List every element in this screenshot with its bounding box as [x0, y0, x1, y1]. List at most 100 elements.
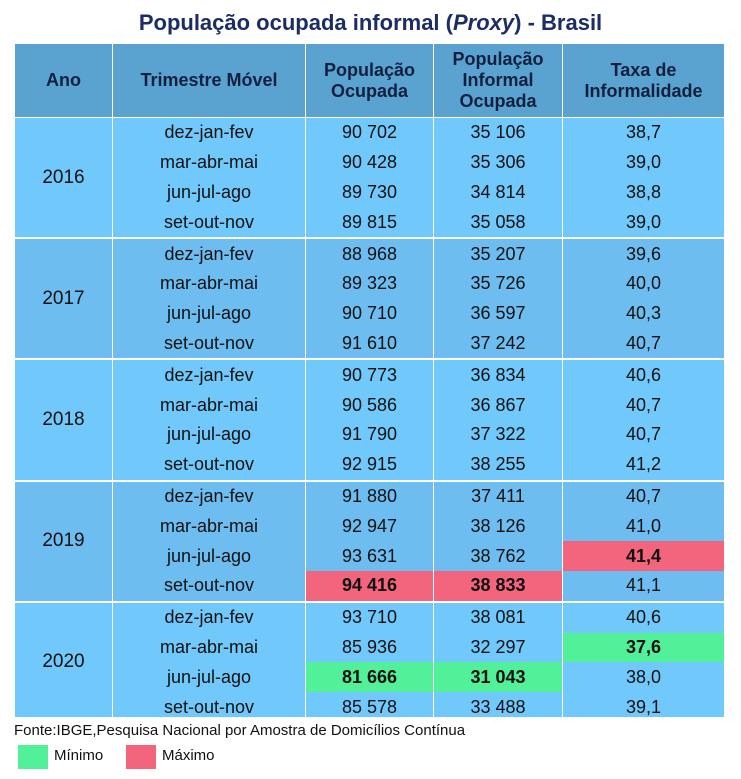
trimestre-cell: jun-jul-ago — [112, 419, 306, 450]
table-row: jun-jul-ago 89 730 34 814 38,8 — [15, 177, 725, 208]
taxa-cell: 40,6 — [562, 358, 725, 391]
table-row: 2016 dez-jan-fev 90 702 35 106 38,7 — [14, 117, 725, 239]
trimestre-cell: dez-jan-fev — [112, 237, 306, 269]
trimestre-cell: dez-jan-fev — [112, 358, 306, 391]
table-row: jun-jul-ago 90 710 36 597 40,3 — [15, 298, 725, 329]
taxa-cell: 40,7 — [562, 390, 725, 420]
ocupada-cell: 93 710 — [305, 600, 434, 633]
table-row: 2019 dez-jan-fev 91 880 37 411 40,7 — [14, 479, 725, 602]
informal-cell: 38 833 — [433, 570, 563, 602]
table-body: 2016 dez-jan-fev 90 702 35 106 38,7 mar-abr-m… — [14, 117, 725, 722]
title-italic: Proxy — [452, 10, 515, 35]
table-title: População ocupada informal (Proxy) - Bra… — [0, 8, 741, 38]
informal-cell: 36 834 — [433, 358, 563, 391]
taxa-cell: 40,0 — [562, 268, 725, 299]
informal-cell: 31 043 — [433, 662, 563, 693]
ocupada-cell: 92 947 — [305, 511, 434, 542]
table-row: mar-abr-mai 92 947 38 126 41,0 — [15, 511, 725, 542]
ocupada-cell: 89 815 — [305, 207, 434, 239]
trimestre-cell: dez-jan-fev — [112, 117, 306, 148]
informal-cell: 36 867 — [433, 390, 563, 420]
ocupada-cell: 90 428 — [305, 147, 434, 178]
table-row: set-out-nov 91 610 37 242 40,7 — [15, 328, 725, 360]
trimestre-cell: jun-jul-ago — [112, 541, 306, 571]
trimestre-cell: dez-jan-fev — [112, 479, 306, 512]
taxa-cell: 40,7 — [562, 479, 725, 512]
trimestre-cell: set-out-nov — [112, 328, 306, 360]
taxa-cell: 37,6 — [562, 632, 725, 663]
header-pop-ocupada: População Ocupada — [305, 43, 434, 118]
informal-cell: 37 242 — [433, 328, 563, 360]
table-row: set-out-nov 94 416 38 833 41,1 — [15, 570, 725, 602]
legend-min-label: Mínimo — [54, 747, 104, 764]
ocupada-cell: 92 915 — [305, 449, 434, 481]
taxa-cell: 38,8 — [562, 177, 725, 208]
source-note: Fonte:IBGE,Pesquisa Nacional por Amostra… — [14, 722, 466, 739]
table-row: 2020 dez-jan-fev 93 710 38 081 40,6 — [14, 600, 725, 722]
informal-cell: 36 597 — [433, 298, 563, 329]
taxa-cell: 41,2 — [562, 449, 725, 481]
trimestre-cell: set-out-nov — [112, 692, 306, 722]
informal-cell: 35 106 — [433, 117, 563, 148]
trimestre-cell: set-out-nov — [112, 570, 306, 602]
table-row: mar-abr-mai 85 936 32 297 37,6 — [15, 632, 725, 663]
trimestre-cell: mar-abr-mai — [112, 511, 306, 542]
table-row: set-out-nov 85 578 33 488 39,1 — [15, 692, 725, 722]
ocupada-cell: 94 416 — [305, 570, 434, 602]
informality-table: Ano Trimestre Móvel População Ocupada Po… — [14, 43, 725, 722]
trimestre-cell: mar-abr-mai — [112, 268, 306, 299]
ocupada-cell: 90 710 — [305, 298, 434, 329]
ocupada-cell: 81 666 — [305, 662, 434, 693]
taxa-cell: 39,1 — [562, 692, 725, 722]
table-row: jun-jul-ago 93 631 38 762 41,4 — [15, 541, 725, 571]
trimestre-cell: mar-abr-mai — [112, 390, 306, 420]
taxa-cell: 38,7 — [562, 117, 725, 148]
header-taxa: Taxa de Informalidade — [562, 43, 725, 118]
trimestre-cell: jun-jul-ago — [112, 662, 306, 693]
informal-cell: 38 762 — [433, 541, 563, 571]
header-trimestre: Trimestre Móvel — [112, 43, 306, 118]
informal-cell: 33 488 — [433, 692, 563, 722]
informal-cell: 37 322 — [433, 419, 563, 450]
taxa-cell: 39,6 — [562, 237, 725, 269]
ocupada-cell: 91 880 — [305, 479, 434, 512]
trimestre-cell: mar-abr-mai — [112, 632, 306, 663]
table-row: jun-jul-ago 81 666 31 043 38,0 — [15, 662, 725, 693]
taxa-cell: 41,0 — [562, 511, 725, 542]
informal-cell: 38 081 — [433, 600, 563, 633]
table-row: 2017 dez-jan-fev 88 968 35 207 39,6 — [14, 237, 725, 360]
year-cell: 2019 — [14, 479, 113, 602]
table-row: mar-abr-mai 90 428 35 306 39,0 — [15, 147, 725, 178]
ocupada-cell: 85 936 — [305, 632, 434, 663]
trimestre-cell: jun-jul-ago — [112, 177, 306, 208]
informal-cell: 32 297 — [433, 632, 563, 663]
informal-cell: 34 814 — [433, 177, 563, 208]
ocupada-cell: 93 631 — [305, 541, 434, 571]
trimestre-cell: dez-jan-fev — [112, 600, 306, 633]
ocupada-cell: 85 578 — [305, 692, 434, 722]
year-cell: 2017 — [14, 237, 113, 360]
taxa-cell: 39,0 — [562, 207, 725, 239]
informal-cell: 38 126 — [433, 511, 563, 542]
table-row: jun-jul-ago 91 790 37 322 40,7 — [15, 419, 725, 450]
title-prefix: População ocupada informal ( — [138, 10, 453, 35]
header-pop-informal: População Informal Ocupada — [433, 43, 563, 118]
ocupada-cell: 91 790 — [305, 419, 434, 450]
ocupada-cell: 90 702 — [305, 117, 434, 148]
ocupada-cell: 90 586 — [305, 390, 434, 420]
informal-cell: 35 726 — [433, 268, 563, 299]
table-row: 2018 dez-jan-fev 90 773 36 834 40,6 — [14, 358, 725, 481]
ocupada-cell: 91 610 — [305, 328, 434, 360]
header-row: Ano Trimestre Móvel População Ocupada Po… — [14, 43, 725, 118]
ocupada-cell: 90 773 — [305, 358, 434, 391]
year-cell: 2016 — [14, 117, 113, 239]
taxa-cell: 40,6 — [562, 600, 725, 633]
taxa-cell: 41,4 — [562, 541, 725, 571]
year-cell: 2020 — [14, 600, 113, 722]
title-suffix: ) - Brasil — [514, 10, 603, 35]
informal-cell: 38 255 — [433, 449, 563, 481]
ocupada-cell: 89 323 — [305, 268, 434, 299]
taxa-cell: 40,3 — [562, 298, 725, 329]
trimestre-cell: set-out-nov — [112, 207, 306, 239]
table-row: mar-abr-mai 89 323 35 726 40,0 — [15, 268, 725, 299]
